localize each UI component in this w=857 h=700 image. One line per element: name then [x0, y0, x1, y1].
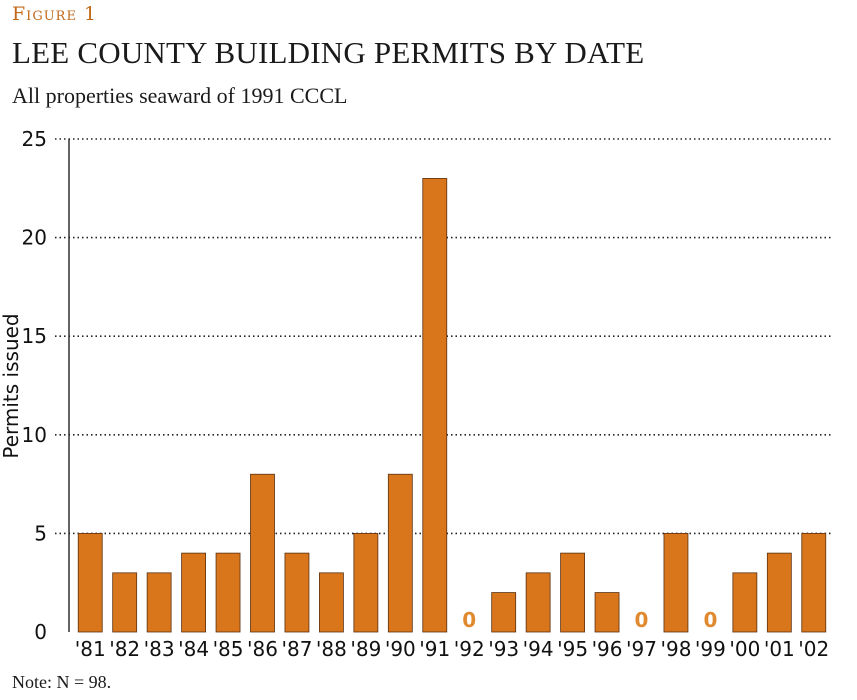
x-tick-label: '94 — [523, 637, 554, 661]
bar — [491, 592, 517, 633]
x-tick-label: '85 — [213, 637, 244, 661]
x-tick-label: '97 — [626, 637, 657, 661]
bar — [284, 552, 310, 633]
y-tick-label: 0 — [34, 620, 47, 644]
y-tick-label: 25 — [22, 127, 47, 151]
bar — [215, 552, 241, 633]
bar — [594, 592, 620, 633]
bar — [560, 552, 585, 633]
figure-label: Figure 1 — [12, 3, 98, 25]
x-tick-label: '84 — [178, 637, 209, 661]
x-tick-label: '88 — [316, 637, 347, 661]
zero-value-label: 0 — [462, 608, 476, 632]
bar — [387, 473, 413, 633]
y-tick-label: 20 — [22, 226, 47, 250]
x-tick-label: '00 — [729, 637, 760, 661]
x-tick-label: '02 — [798, 637, 829, 661]
bar — [77, 533, 103, 633]
bar — [525, 572, 551, 633]
x-tick-label: '01 — [764, 637, 795, 661]
bars: 0 0 0 — [77, 178, 827, 633]
x-tick-label: '96 — [592, 637, 623, 661]
y-tick-label: 10 — [22, 423, 47, 447]
chart-title: LEE COUNTY BUILDING PERMITS BY DATE — [12, 35, 645, 70]
x-tick-labels: '81'82'83'84'85'86'87'88'89'90'91'92'93 '… — [75, 637, 829, 661]
y-tick-label: 5 — [34, 521, 47, 545]
x-tick-label: '82 — [109, 637, 140, 661]
x-tick-label: '86 — [247, 637, 278, 661]
y-axis-label: Permits issued — [0, 313, 23, 458]
x-tick-label: '89 — [350, 637, 381, 661]
x-tick-label: '98 — [660, 637, 691, 661]
bar — [766, 552, 792, 633]
chart-subtitle: All properties seaward of 1991 CCCL — [12, 83, 348, 108]
x-tick-label: '95 — [557, 637, 588, 661]
x-tick-label: '99 — [695, 637, 726, 661]
bar — [181, 552, 206, 633]
bar — [112, 572, 138, 633]
x-tick-label: '93 — [488, 637, 519, 661]
y-tick-labels: 0 5 10 15 20 25 — [22, 127, 47, 644]
x-tick-label: '90 — [385, 637, 416, 661]
bar — [319, 572, 344, 633]
bar — [732, 572, 758, 633]
x-tick-label: '92 — [454, 637, 485, 661]
x-tick-label: '91 — [419, 637, 450, 661]
x-tick-label: '87 — [281, 637, 312, 661]
bar — [146, 572, 172, 633]
x-tick-label: '81 — [75, 637, 106, 661]
y-tick-label: 15 — [22, 324, 47, 348]
bar — [663, 533, 689, 633]
zero-value-label: 0 — [703, 608, 717, 632]
bar — [801, 533, 827, 633]
zero-value-label: 0 — [635, 608, 649, 632]
x-tick-label: '83 — [144, 637, 175, 661]
bar — [353, 533, 379, 633]
bar — [250, 473, 275, 633]
bar — [422, 178, 448, 633]
chart-note: Note: N = 98. — [12, 672, 112, 692]
